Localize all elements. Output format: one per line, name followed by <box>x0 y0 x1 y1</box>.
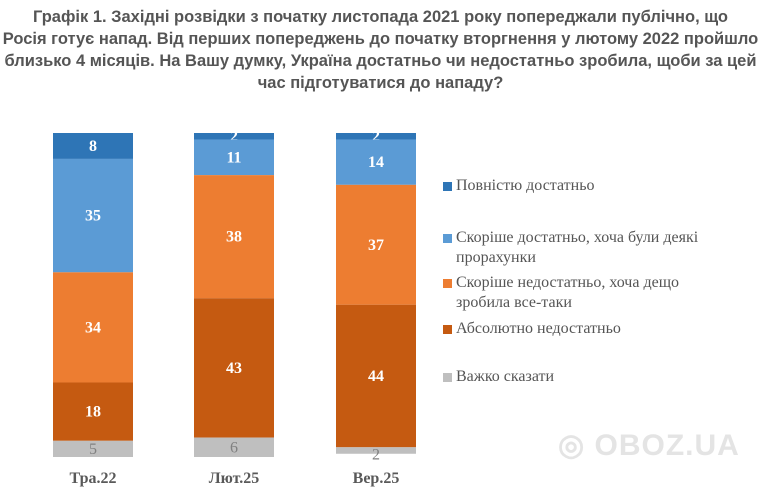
bar-segment <box>53 272 133 383</box>
x-tick-label: Лют.25 <box>209 470 260 487</box>
bar-segment <box>53 158 133 273</box>
bar-segment <box>53 440 133 457</box>
data-label: 8 <box>89 138 97 155</box>
data-label: 34 <box>85 319 101 336</box>
data-label: 5 <box>89 441 97 458</box>
x-tick-label: Тра.22 <box>70 470 117 487</box>
legend-item: Важко сказати <box>443 367 554 387</box>
bar-segment <box>53 382 133 441</box>
data-label: 6 <box>230 439 238 456</box>
data-label: 38 <box>226 229 242 246</box>
legend-label: Скоріше достатньо, хоча були деякі прорах… <box>456 229 699 266</box>
watermark-logo: ◎ OBOZ.UA <box>558 429 740 462</box>
legend-item: Скоріше недостатньо, хоча дещо зробила вс… <box>443 273 679 313</box>
data-label: 44 <box>368 368 384 385</box>
title-line: Росія готує напад. Від перших попереджен… <box>2 30 759 48</box>
data-label: 2 <box>230 128 238 145</box>
title-line: Графік 1. Західні розвідки з початку лис… <box>32 8 729 26</box>
legend-swatch <box>443 279 452 288</box>
bar-segment <box>336 133 416 140</box>
data-label: 35 <box>85 208 101 225</box>
bar-segment <box>336 184 416 305</box>
legend-item: Повністю достатньо <box>443 176 595 196</box>
title-line: близько 4 місяців. На Вашу думку, Україн… <box>4 52 757 70</box>
bar-segment <box>194 133 274 140</box>
legend-swatch <box>443 182 452 191</box>
bar-segment <box>53 133 133 159</box>
bar-segment <box>336 139 416 185</box>
x-tick-label: Вер.25 <box>353 470 400 487</box>
legend-label: Повністю достатньо <box>456 177 595 194</box>
legend-label: Абсолютно недостатньо <box>456 320 621 337</box>
data-label: 11 <box>226 149 241 166</box>
bar-segment <box>194 175 274 299</box>
data-label: 2 <box>372 447 380 464</box>
legend-swatch <box>443 234 452 243</box>
bar-segment <box>194 437 274 457</box>
bar-segment <box>194 298 274 438</box>
data-label: 18 <box>85 404 101 421</box>
legend-swatch <box>443 325 452 334</box>
legend-item: Абсолютно недостатньо <box>443 319 621 339</box>
data-label: 37 <box>368 237 384 254</box>
title-line: час підготуватися до нападу? <box>257 74 504 92</box>
legend-label: Скоріше недостатньо, хоча дещо зробила вс… <box>456 274 680 311</box>
bar-segment <box>194 139 274 176</box>
bar-segment <box>336 447 416 454</box>
data-label: 43 <box>226 360 242 377</box>
data-label: 2 <box>372 128 380 145</box>
legend-swatch <box>443 373 452 382</box>
bar-segment <box>336 304 416 448</box>
legend-label: Важко сказати <box>456 368 555 385</box>
data-label: 14 <box>368 154 384 171</box>
chart-title: Графік 1. Західні розвідки з початку лис… <box>0 6 761 94</box>
legend-item: Скоріше достатньо, хоча були деякі прорах… <box>443 228 698 268</box>
